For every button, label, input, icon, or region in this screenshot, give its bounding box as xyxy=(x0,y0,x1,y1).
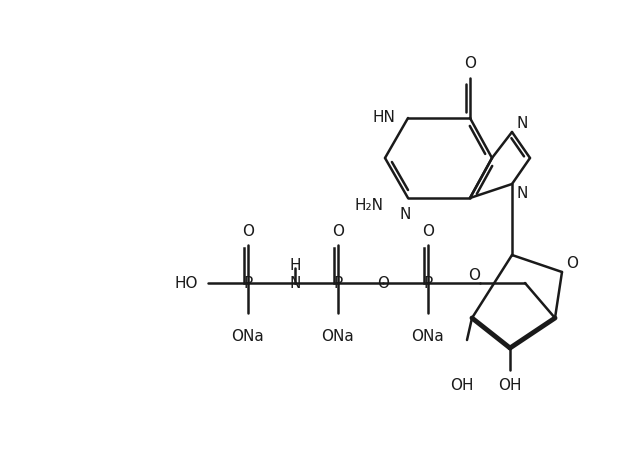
Text: ONa: ONa xyxy=(412,329,444,344)
Text: OH: OH xyxy=(451,378,474,393)
Text: P: P xyxy=(333,275,342,290)
Text: O: O xyxy=(377,275,389,290)
Text: HN: HN xyxy=(372,110,395,125)
Text: O: O xyxy=(332,224,344,238)
Text: N: N xyxy=(289,275,301,290)
Text: H₂N: H₂N xyxy=(354,198,383,213)
Text: N: N xyxy=(516,186,527,200)
Text: ONa: ONa xyxy=(232,329,264,344)
Text: O: O xyxy=(468,268,480,282)
Text: O: O xyxy=(566,256,578,270)
Text: O: O xyxy=(242,224,254,238)
Text: ONa: ONa xyxy=(322,329,355,344)
Text: N: N xyxy=(516,115,527,131)
Text: O: O xyxy=(422,224,434,238)
Text: H: H xyxy=(289,257,301,273)
Text: N: N xyxy=(399,207,411,222)
Text: P: P xyxy=(243,275,253,290)
Text: HO: HO xyxy=(175,275,198,290)
Text: P: P xyxy=(424,275,433,290)
Text: OH: OH xyxy=(499,378,522,393)
Text: O: O xyxy=(464,56,476,71)
